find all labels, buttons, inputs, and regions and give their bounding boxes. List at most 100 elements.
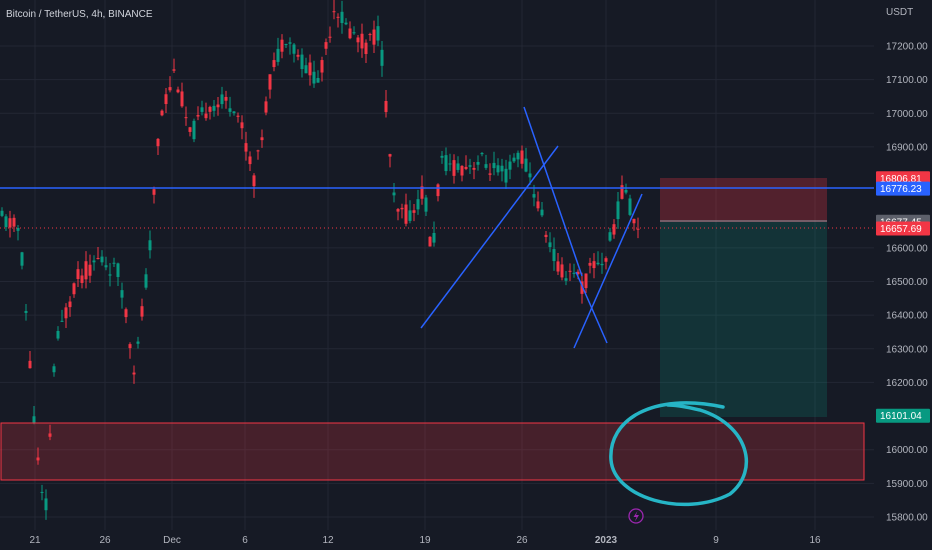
candle bbox=[564, 271, 568, 286]
candle bbox=[428, 236, 432, 247]
candle bbox=[236, 112, 240, 123]
candle bbox=[124, 307, 128, 324]
candle bbox=[256, 149, 260, 160]
price-tag-label: 16657.69 bbox=[880, 224, 922, 235]
trendline-1[interactable] bbox=[420, 145, 559, 329]
candle bbox=[528, 162, 532, 186]
candle bbox=[468, 158, 472, 174]
candle bbox=[448, 153, 452, 172]
candle bbox=[168, 76, 172, 93]
candle bbox=[616, 191, 620, 229]
candle bbox=[464, 155, 468, 171]
candle bbox=[604, 256, 608, 270]
candle bbox=[572, 263, 576, 278]
candle bbox=[628, 194, 632, 217]
candle bbox=[116, 262, 120, 286]
trendline-4[interactable] bbox=[575, 271, 608, 344]
candle bbox=[272, 52, 276, 72]
candle bbox=[224, 90, 228, 109]
candle bbox=[64, 303, 68, 329]
candle bbox=[120, 282, 124, 309]
candle bbox=[544, 231, 548, 243]
candle bbox=[268, 74, 272, 99]
candle bbox=[612, 219, 616, 239]
candle bbox=[376, 15, 380, 47]
candle bbox=[340, 0, 344, 34]
candle bbox=[216, 97, 220, 116]
candle bbox=[568, 263, 572, 281]
candle bbox=[112, 257, 116, 268]
candle bbox=[80, 268, 84, 289]
candle bbox=[76, 261, 80, 288]
candle bbox=[296, 49, 300, 61]
candle bbox=[592, 253, 596, 279]
candle bbox=[24, 303, 28, 321]
candle bbox=[204, 102, 208, 121]
candle bbox=[380, 40, 384, 77]
candle bbox=[540, 202, 544, 218]
candle bbox=[636, 217, 640, 239]
highlight-circle[interactable] bbox=[609, 401, 748, 507]
candle bbox=[16, 224, 20, 241]
price-tag-label: 16101.04 bbox=[880, 411, 922, 422]
candle bbox=[56, 326, 60, 341]
time-axis[interactable]: 21 26 Dec 6 12 19 26 2023 9 16 bbox=[29, 535, 821, 546]
candle bbox=[180, 82, 184, 108]
candle bbox=[60, 309, 64, 322]
trendline-3[interactable] bbox=[573, 193, 643, 349]
candle bbox=[516, 150, 520, 168]
candle bbox=[200, 100, 204, 116]
candle bbox=[360, 23, 364, 58]
candle bbox=[36, 447, 40, 465]
candle bbox=[260, 129, 264, 148]
price-tick-label: 17200.00 bbox=[886, 42, 928, 53]
time-tick-label: Dec bbox=[163, 535, 181, 546]
candle bbox=[72, 282, 76, 298]
candle bbox=[556, 252, 560, 276]
candle bbox=[336, 13, 340, 28]
candle bbox=[476, 155, 480, 171]
candle bbox=[408, 200, 412, 224]
candle bbox=[280, 34, 284, 59]
price-tick-label: 16200.00 bbox=[886, 378, 928, 389]
candle bbox=[440, 151, 444, 164]
candle bbox=[520, 145, 524, 169]
time-tick-label: 21 bbox=[29, 535, 41, 546]
candle bbox=[348, 21, 352, 40]
candle bbox=[152, 186, 156, 204]
candle bbox=[332, 0, 336, 20]
demand-zone[interactable] bbox=[0, 422, 865, 481]
candle bbox=[548, 232, 552, 253]
price-tick-label: 17000.00 bbox=[886, 109, 928, 120]
candle bbox=[92, 255, 96, 271]
stop-loss-zone[interactable] bbox=[660, 178, 827, 222]
candle bbox=[220, 86, 224, 109]
time-tick-label: 26 bbox=[516, 535, 528, 546]
candle bbox=[384, 89, 388, 118]
lightning-icon[interactable] bbox=[628, 508, 644, 524]
candle bbox=[300, 48, 304, 78]
price-tick-label: 16000.00 bbox=[886, 445, 928, 456]
candle bbox=[108, 263, 112, 287]
candle bbox=[88, 254, 92, 283]
take-profit-zone[interactable] bbox=[660, 222, 827, 417]
candle bbox=[508, 154, 512, 180]
candle bbox=[208, 105, 212, 120]
candlestick-series[interactable] bbox=[0, 0, 640, 520]
price-axis[interactable]: 17200.00 17100.00 17000.00 16900.00 16600.00… bbox=[886, 42, 928, 524]
candle bbox=[316, 70, 320, 83]
candle bbox=[456, 156, 460, 173]
candle bbox=[452, 154, 456, 184]
candle bbox=[424, 194, 428, 217]
candle bbox=[416, 189, 420, 215]
candle bbox=[400, 203, 404, 219]
candle bbox=[244, 131, 248, 161]
trendline-2[interactable] bbox=[523, 106, 583, 277]
candle bbox=[284, 43, 288, 49]
candle bbox=[392, 183, 396, 203]
candle bbox=[20, 251, 24, 270]
candle bbox=[436, 183, 440, 202]
candle bbox=[484, 154, 488, 170]
